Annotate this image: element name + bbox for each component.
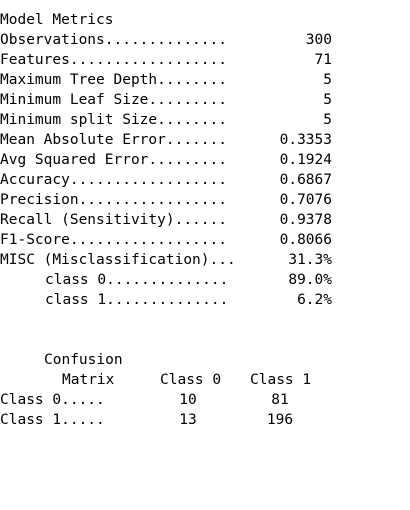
metric-label: Minimum Leaf Size......... xyxy=(0,92,227,108)
metric-label: MISC (Misclassification)... xyxy=(0,252,236,268)
confusion-matrix-label: Matrix xyxy=(62,372,115,388)
metric-max-tree-depth: Maximum Tree Depth........ 5 xyxy=(0,70,340,90)
metric-value: 0.9378 xyxy=(279,212,332,228)
metric-label: Minimum split Size........ xyxy=(0,112,227,128)
metric-label: Features.................. xyxy=(0,52,227,68)
metric-value: 0.6867 xyxy=(279,172,332,188)
metric-label: class 0.............. xyxy=(45,272,229,288)
metric-accuracy: Accuracy.................. 0.6867 xyxy=(0,170,340,190)
confusion-cell: 81 xyxy=(271,392,289,408)
confusion-row-class-0: Class 0..... 10 81 xyxy=(0,390,340,410)
metric-misc-class-1: class 1.............. 6.2% xyxy=(0,290,340,310)
metric-value: 31.3% xyxy=(288,252,332,268)
metric-label: Maximum Tree Depth........ xyxy=(0,72,227,88)
metric-value: 0.1924 xyxy=(279,152,332,168)
confusion-title: Confusion xyxy=(44,352,123,368)
metric-misclassification: MISC (Misclassification)... 31.3% xyxy=(0,250,340,270)
confusion-col-header: Class 0 xyxy=(160,372,222,388)
metric-value: 300 xyxy=(305,32,332,48)
metric-label: Observations.............. xyxy=(0,32,227,48)
metric-precision: Precision................. 0.7076 xyxy=(0,190,340,210)
confusion-matrix: Matrix Class 0 Class 1 Class 0..... 10 8… xyxy=(0,370,340,430)
metric-min-split-size: Minimum split Size........ 5 xyxy=(0,110,340,130)
metric-value: 0.7076 xyxy=(279,192,332,208)
confusion-header-row: Matrix Class 0 Class 1 xyxy=(0,370,340,390)
metric-label: Recall (Sensitivity)...... xyxy=(0,212,227,228)
confusion-cell: 10 xyxy=(179,392,197,408)
confusion-col-header: Class 1 xyxy=(250,372,312,388)
metrics-list: Observations.............. 300 Features.… xyxy=(0,30,340,310)
metric-value: 0.3353 xyxy=(279,132,332,148)
metric-value: 0.8066 xyxy=(279,232,332,248)
metric-label: Precision................. xyxy=(0,192,227,208)
metric-value: 89.0% xyxy=(288,272,332,288)
metric-value: 5 xyxy=(323,112,332,128)
report-title: Model Metrics xyxy=(0,12,114,28)
confusion-cell: 13 xyxy=(179,412,197,428)
metric-recall: Recall (Sensitivity)...... 0.9378 xyxy=(0,210,340,230)
metric-value: 5 xyxy=(323,72,332,88)
confusion-row-label: Class 1..... xyxy=(0,412,105,428)
metric-min-leaf-size: Minimum Leaf Size......... 5 xyxy=(0,90,340,110)
metric-label: class 1.............. xyxy=(45,292,229,308)
metric-avg-squared-error: Avg Squared Error......... 0.1924 xyxy=(0,150,340,170)
metric-label: F1-Score.................. xyxy=(0,232,227,248)
metric-misc-class-0: class 0.............. 89.0% xyxy=(0,270,340,290)
metric-value: 5 xyxy=(323,92,332,108)
confusion-cell: 196 xyxy=(266,412,294,428)
metric-f1-score: F1-Score.................. 0.8066 xyxy=(0,230,340,250)
metric-label: Accuracy.................. xyxy=(0,172,227,188)
metric-mean-absolute-error: Mean Absolute Error....... 0.3353 xyxy=(0,130,340,150)
metric-observations: Observations.............. 300 xyxy=(0,30,340,50)
metric-label: Mean Absolute Error....... xyxy=(0,132,227,148)
metric-value: 71 xyxy=(314,52,332,68)
confusion-row-class-1: Class 1..... 13 196 xyxy=(0,410,340,430)
metric-label: Avg Squared Error......... xyxy=(0,152,227,168)
confusion-row-label: Class 0..... xyxy=(0,392,105,408)
metric-features: Features.................. 71 xyxy=(0,50,340,70)
metric-value: 6.2% xyxy=(297,292,332,308)
